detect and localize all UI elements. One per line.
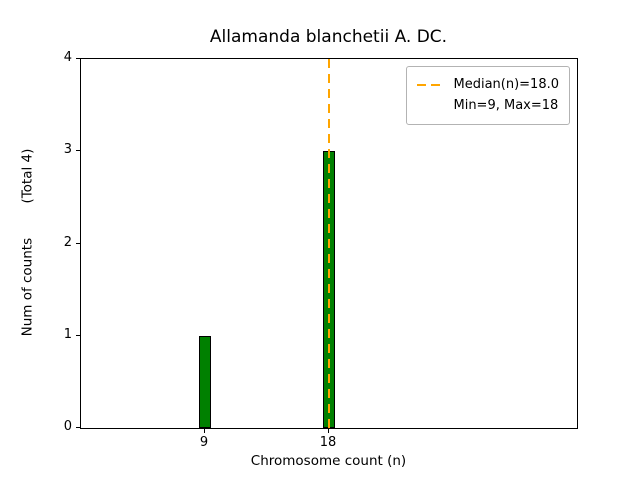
y-tick-label: 1 bbox=[63, 326, 72, 342]
x-tick-mark bbox=[328, 429, 329, 433]
x-tick-mark bbox=[204, 429, 205, 433]
legend-symbol-empty bbox=[417, 105, 444, 107]
y-tick-mark bbox=[76, 334, 80, 336]
y-axis-label: Num of counts (Total 4) bbox=[19, 148, 36, 337]
x-axis-label: Chromosome count (n) bbox=[250, 453, 407, 469]
x-tick-label: 18 bbox=[319, 435, 337, 450]
y-tick-mark bbox=[76, 150, 80, 152]
y-tick-mark bbox=[76, 242, 80, 244]
y-tick-label: 3 bbox=[63, 142, 72, 158]
median-line bbox=[328, 59, 330, 428]
legend-row-minmax: Min=9, Max=18 bbox=[417, 95, 559, 116]
y-tick-label: 2 bbox=[63, 234, 72, 250]
x-tick-label: 9 bbox=[199, 435, 209, 450]
legend-row-median: Median(n)=18.0 bbox=[417, 74, 559, 95]
chart-title: Allamanda blanchetii A. DC. bbox=[209, 27, 448, 47]
plot-area: Median(n)=18.0 Min=9, Max=18 bbox=[80, 58, 578, 429]
bar-n9 bbox=[198, 335, 212, 428]
y-tick-label: 4 bbox=[63, 50, 72, 65]
y-tick-mark bbox=[76, 427, 80, 428]
legend: Median(n)=18.0 Min=9, Max=18 bbox=[406, 66, 570, 125]
y-tick-mark bbox=[76, 58, 80, 59]
legend-label-minmax: Min=9, Max=18 bbox=[453, 98, 559, 114]
y-tick-label: 0 bbox=[63, 419, 72, 434]
median-dashed-line-icon bbox=[417, 83, 445, 86]
legend-label-median: Median(n)=18.0 bbox=[453, 77, 559, 92]
